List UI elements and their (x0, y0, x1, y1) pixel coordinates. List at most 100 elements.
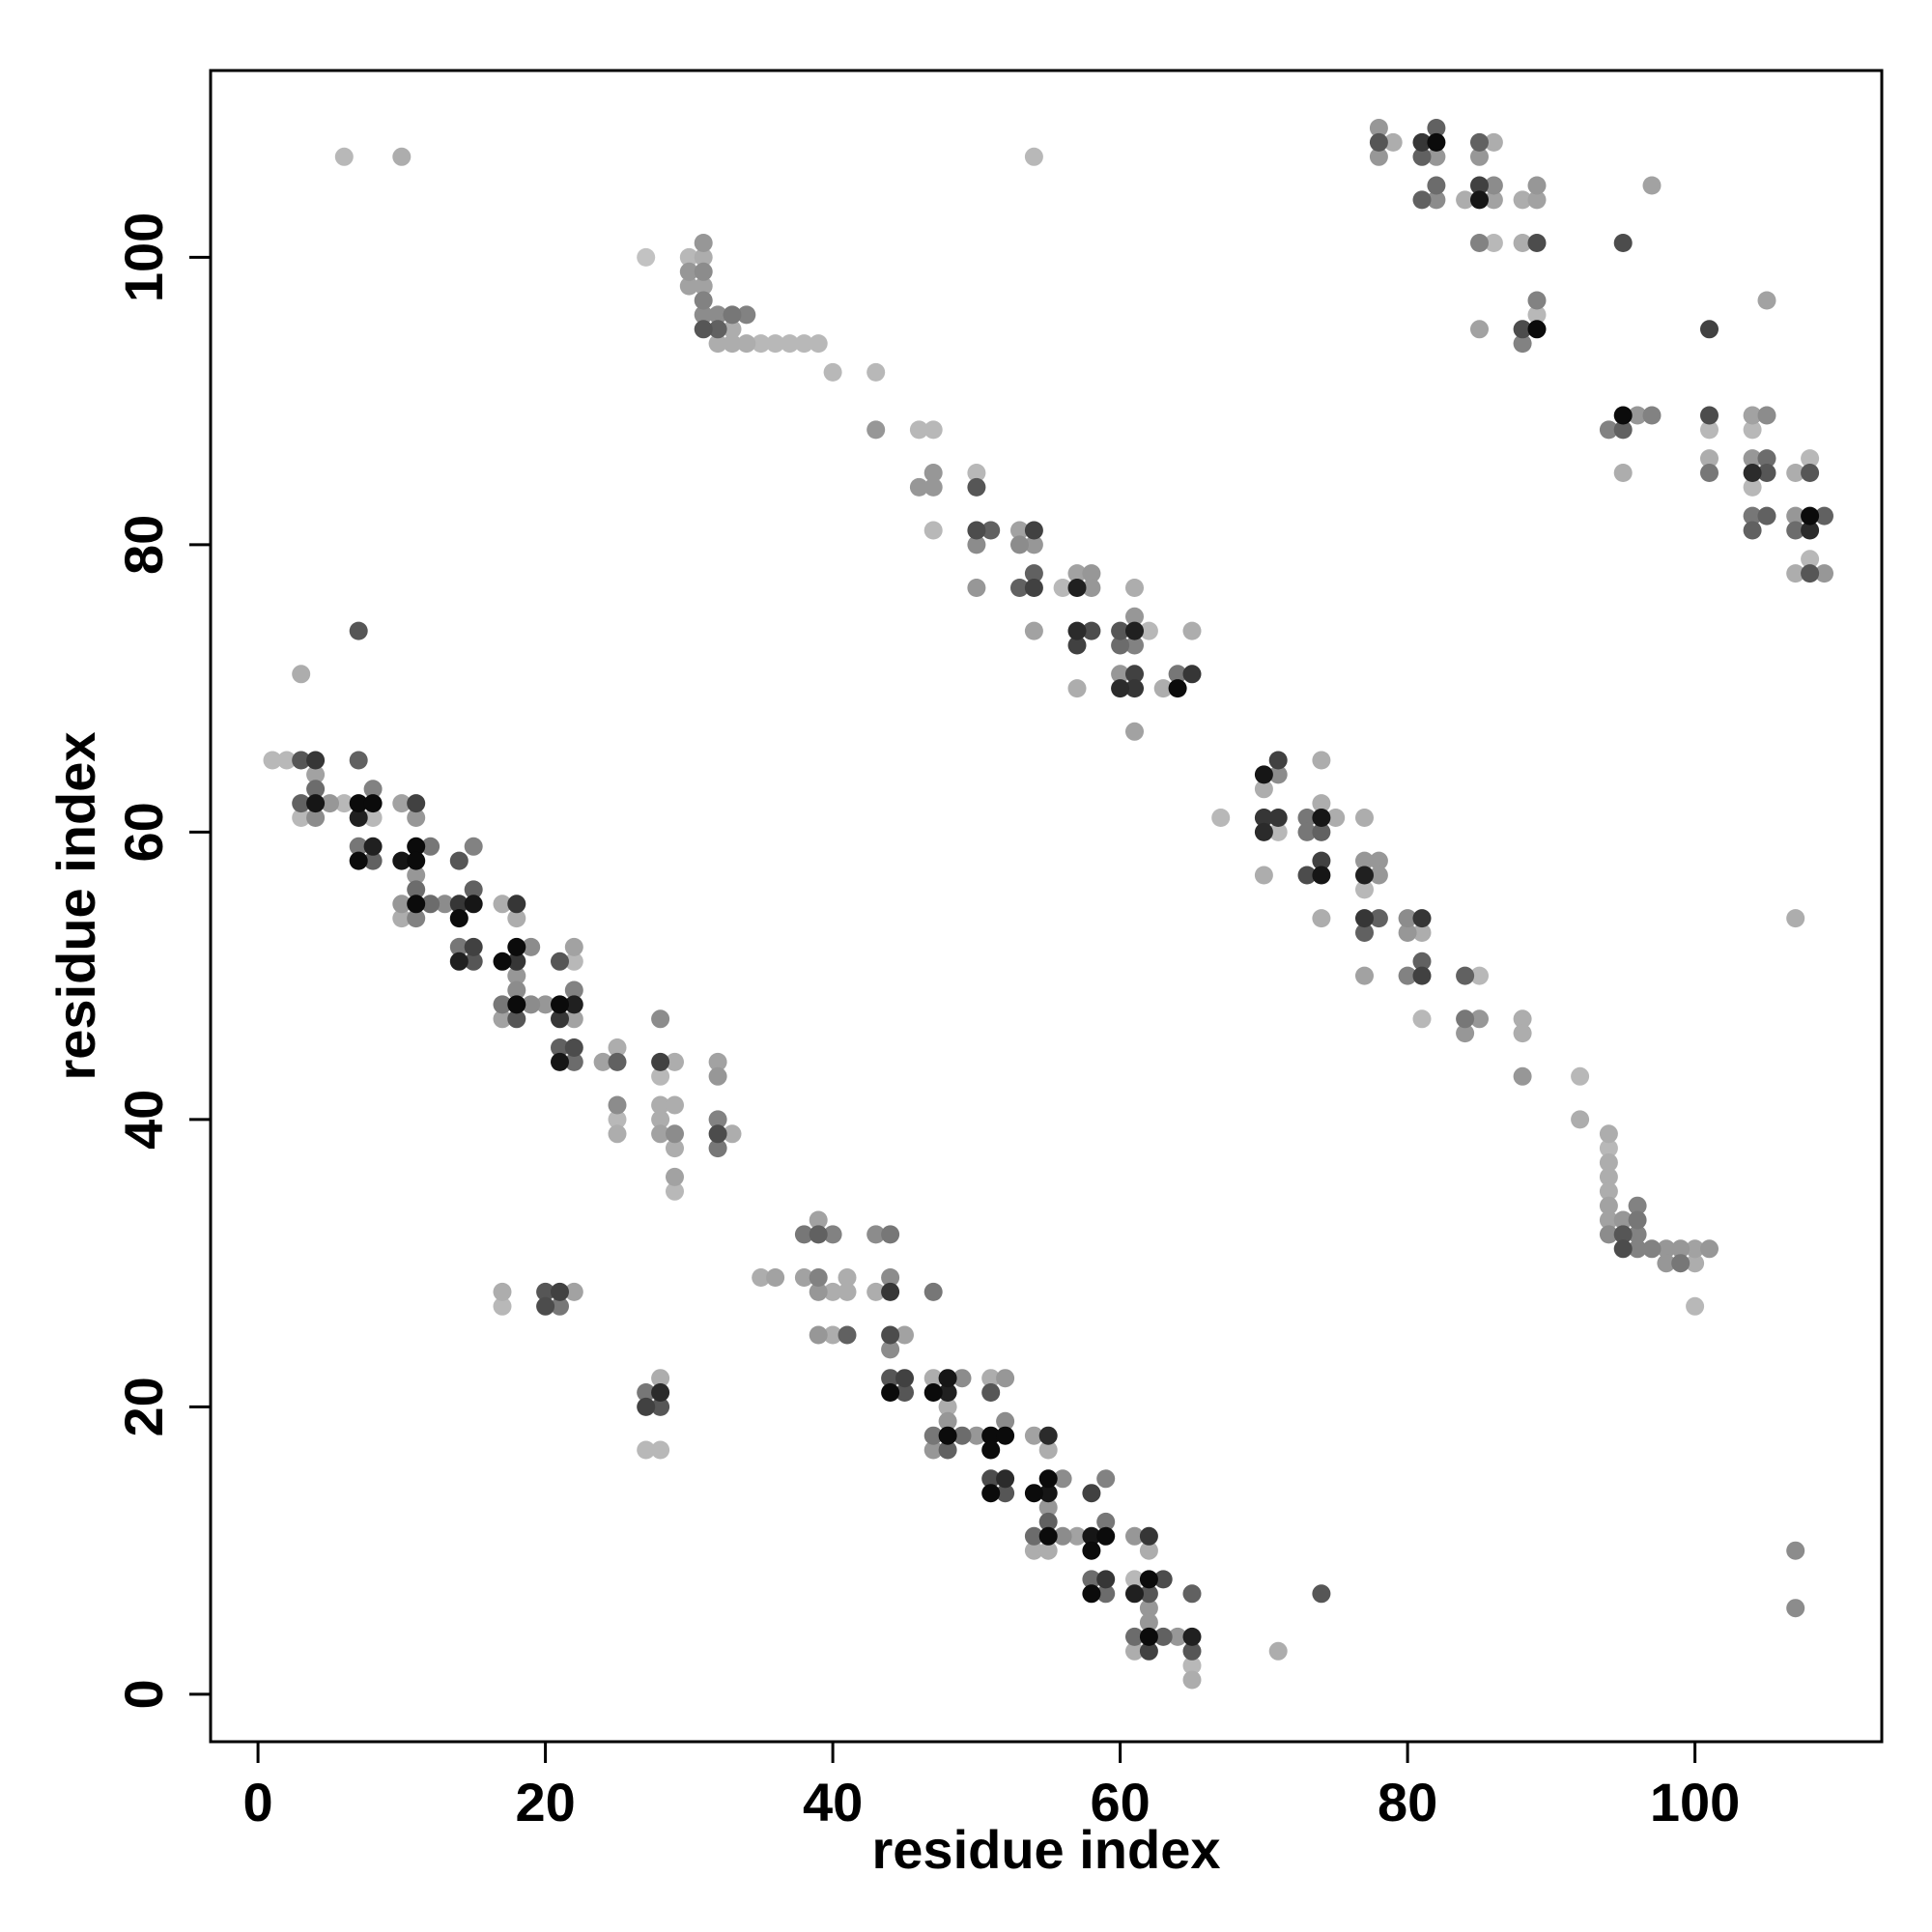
data-point (981, 1469, 1001, 1489)
data-point (1642, 176, 1662, 195)
data-point (1470, 234, 1489, 252)
data-point (1383, 132, 1403, 152)
data-point (1096, 1526, 1116, 1546)
data-point (881, 1340, 900, 1359)
data-point (1111, 679, 1130, 698)
data-point (363, 794, 383, 813)
data-point (737, 334, 756, 354)
data-point (823, 1282, 842, 1301)
data-point (1369, 147, 1388, 166)
data-point (1369, 119, 1388, 137)
data-point (1168, 1627, 1187, 1646)
data-point (392, 851, 412, 870)
data-point (1613, 406, 1633, 425)
data-point (608, 1052, 627, 1071)
data-point (1513, 1066, 1532, 1086)
data-point (1686, 1254, 1705, 1273)
data-point (363, 851, 383, 870)
data-point (1599, 1225, 1618, 1244)
data-point (981, 1426, 1001, 1445)
data-point (1599, 420, 1618, 440)
data-point (1527, 291, 1547, 310)
data-point (981, 1484, 1001, 1503)
y-tick-label: 0 (113, 1679, 174, 1709)
x-tick-label: 100 (1650, 1772, 1740, 1833)
data-point (1038, 1469, 1058, 1489)
data-point (1182, 621, 1202, 640)
data-point (1024, 521, 1043, 540)
data-point (1125, 1584, 1144, 1604)
data-point (766, 1268, 785, 1287)
data-point (507, 909, 526, 928)
data-point (1096, 1584, 1116, 1604)
data-point (608, 1110, 627, 1129)
data-point (1786, 564, 1805, 583)
data-point (334, 794, 354, 813)
data-point (1254, 780, 1273, 799)
data-point (1757, 406, 1776, 425)
data-point (321, 794, 339, 813)
data-point (1355, 851, 1374, 870)
data-point (923, 464, 943, 482)
data-point (1355, 966, 1374, 985)
data-point (464, 937, 483, 956)
data-point (1571, 1110, 1590, 1129)
data-point (349, 621, 368, 640)
data-point (1801, 464, 1820, 482)
data-point (407, 837, 426, 856)
data-point (1513, 234, 1532, 252)
data-point (1355, 866, 1374, 885)
data-point (1743, 406, 1762, 425)
data-point (666, 1181, 684, 1201)
data-point (1527, 176, 1547, 195)
data-point (708, 1124, 727, 1144)
data-point (867, 1282, 886, 1301)
data-point (752, 1268, 771, 1287)
data-point (551, 1052, 569, 1071)
data-point (694, 262, 713, 281)
data-point (694, 291, 713, 310)
data-point (421, 837, 440, 856)
data-point (1513, 334, 1532, 354)
data-point (651, 1009, 670, 1029)
data-point (867, 420, 886, 440)
data-point (263, 751, 282, 770)
data-point (1599, 1139, 1618, 1158)
data-point (708, 1110, 727, 1129)
data-point (679, 276, 698, 296)
data-point (1312, 809, 1331, 827)
data-point (564, 1052, 583, 1071)
plot-frame (209, 69, 1884, 1744)
data-point (651, 1383, 670, 1402)
data-point (1513, 320, 1532, 339)
data-point (1082, 1526, 1101, 1546)
data-point (1312, 851, 1331, 870)
data-point (1757, 449, 1776, 469)
data-point (1312, 1584, 1331, 1604)
data-point (967, 579, 986, 597)
data-point (1254, 822, 1273, 841)
data-point (1024, 579, 1043, 597)
data-point (923, 1440, 943, 1460)
data-point (923, 1426, 943, 1445)
data-point (1125, 665, 1144, 684)
data-point (292, 809, 311, 827)
data-point (694, 247, 713, 267)
data-point (1111, 636, 1130, 655)
data-point (1743, 521, 1762, 540)
data-point (737, 305, 756, 325)
data-point (867, 362, 886, 382)
data-point (1024, 1484, 1043, 1503)
data-point (1053, 579, 1072, 597)
data-point (1412, 966, 1432, 985)
data-point (1182, 1627, 1202, 1646)
data-point (1801, 550, 1820, 569)
data-point (1125, 1641, 1144, 1661)
data-point (564, 1038, 583, 1057)
data-point (306, 780, 326, 799)
data-point (1398, 923, 1417, 942)
data-point (536, 995, 555, 1014)
data-point (809, 1210, 828, 1230)
data-point (1427, 132, 1446, 152)
